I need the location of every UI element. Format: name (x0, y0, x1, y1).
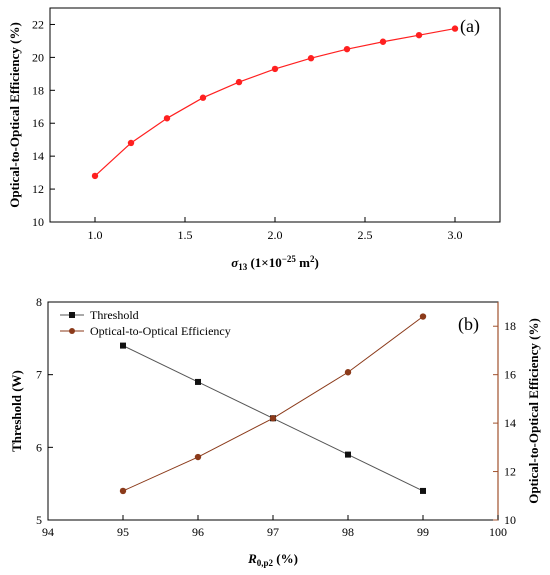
chart-a-y-ticks: 10 12 14 16 18 20 22 (32, 17, 55, 229)
chart-a-y-tick-label: 10 (32, 215, 44, 229)
chart-a-x-tick-label: 1.5 (178, 228, 193, 242)
chart-b-x-label-subscript: 0,p2 (257, 558, 274, 568)
chart-a-x-label-symbol: σ (231, 255, 239, 270)
chart-b-efficiency-points (119, 313, 427, 495)
chart-a-x-tick-label: 3.0 (448, 228, 463, 242)
chart-a-point (415, 31, 423, 39)
chart-b-right-y-axis-label: Optical-to-Optical Efficiency (%) (526, 318, 541, 504)
chart-a-x-label-unit-m: m (296, 255, 310, 270)
chart-a-y-tick-label: 18 (32, 83, 44, 97)
chart-b-x-label-symbol: R (247, 551, 257, 566)
chart-a-point (127, 139, 135, 147)
chart-b-x-tick-label: 94 (42, 525, 54, 539)
chart-b-efficiency-point (269, 415, 277, 422)
chart-b-threshold-point (120, 342, 126, 349)
chart-b-efficiency-line (122, 316, 424, 492)
chart-b: 94 95 96 97 98 99 100 5 6 7 8 10 12 14 16 18 Threshol… (9, 295, 541, 568)
chart-b-x-tick-label: 96 (192, 525, 204, 539)
chart-a-point (199, 94, 207, 101)
chart-a-point (343, 45, 351, 53)
chart-a-points (91, 25, 459, 180)
chart-a-x-label-subscript: 13 (238, 262, 248, 272)
chart-a-x-axis-label: σ13 (1×10−25 m2) (231, 254, 319, 272)
chart-b-efficiency-point (194, 453, 202, 461)
chart-b-left-y-tick-label: 7 (36, 368, 42, 382)
chart-a-series-line (94, 27, 456, 177)
chart-b-legend: Threshold Optical-to-Optical Efficiency (60, 308, 231, 338)
chart-b-left-y-ticks: 5 6 7 8 (36, 295, 53, 527)
chart-b-x-label-units: (%) (273, 551, 298, 566)
chart-a-plot-area (49, 7, 501, 223)
chart-b-x-tick-label: 99 (417, 525, 429, 539)
chart-a-y-tick-label: 20 (32, 50, 44, 64)
chart-b-left-y-axis-label: Threshold (W) (9, 370, 24, 452)
chart-a-y-tick-label: 12 (32, 182, 44, 196)
legend-efficiency-label: Optical-to-Optical Efficiency (90, 324, 231, 338)
chart-b-left-y-tick-label: 8 (36, 295, 42, 309)
chart-a-point (91, 172, 99, 180)
chart-b-right-y-tick-label: 14 (504, 416, 516, 430)
chart-a-x-label-exponent-2: 2 (310, 254, 315, 264)
chart-a-point (163, 115, 171, 122)
chart-a-y-axis-label: Optical-to-Optical Efficiency (%) (7, 22, 22, 208)
chart-a-point (379, 38, 387, 45)
chart-b-left-y-tick-label: 5 (36, 513, 42, 527)
chart-b-x-ticks: 94 95 96 97 98 99 100 (42, 515, 507, 539)
chart-a-point (271, 65, 279, 73)
chart-b-x-axis-label: R0,p2 (%) (247, 551, 298, 568)
chart-b-x-tick-label: 97 (267, 525, 279, 539)
chart-b-x-tick-label: 98 (342, 525, 354, 539)
legend-threshold-label: Threshold (90, 308, 139, 322)
chart-b-right-y-ticks: 10 12 14 16 18 (493, 319, 516, 527)
chart-b-right-y-tick-label: 10 (504, 513, 516, 527)
chart-a-x-tick-label: 1.0 (88, 228, 103, 242)
chart-b-threshold-point (420, 487, 426, 494)
chart-b-x-tick-label: 100 (489, 525, 507, 539)
chart-b-right-y-tick-label: 18 (504, 319, 516, 333)
chart-b-efficiency-point (119, 487, 127, 495)
chart-b-threshold-point (345, 451, 351, 458)
chart-a-x-label-exponent: −25 (282, 254, 297, 264)
chart-a-point (307, 55, 315, 62)
chart-a-x-tick-label: 2.5 (358, 228, 373, 242)
chart-b-efficiency-point (344, 369, 352, 376)
legend-efficiency-marker (69, 328, 75, 334)
legend-threshold-marker (69, 312, 75, 318)
chart-a-x-label-close: ) (314, 255, 318, 270)
chart-a-panel-label: (a) (460, 16, 480, 37)
chart-a-x-label-units: (1×10 (247, 255, 282, 270)
chart-a-x-ticks: 1.0 1.5 2.0 2.5 3.0 (88, 217, 463, 242)
chart-a-y-tick-label: 16 (32, 116, 44, 130)
chart-a-x-tick-label: 2.0 (268, 228, 283, 242)
chart-a-y-tick-label: 22 (32, 17, 44, 31)
chart-b-threshold-point (195, 378, 201, 385)
chart-a-point (451, 25, 459, 32)
chart-b-efficiency-point (419, 313, 427, 320)
chart-a-y-tick-label: 14 (32, 149, 44, 163)
chart-b-panel-label: (b) (458, 314, 479, 335)
chart-a-point (235, 78, 243, 86)
chart-b-right-y-tick-label: 16 (504, 368, 516, 382)
chart-b-x-tick-label: 95 (117, 525, 129, 539)
chart-a: 1.0 1.5 2.0 2.5 3.0 10 12 14 16 18 20 22 (a) Optic… (7, 7, 501, 272)
chart-b-right-y-tick-label: 12 (504, 465, 516, 479)
chart-b-left-y-tick-label: 6 (36, 440, 42, 454)
